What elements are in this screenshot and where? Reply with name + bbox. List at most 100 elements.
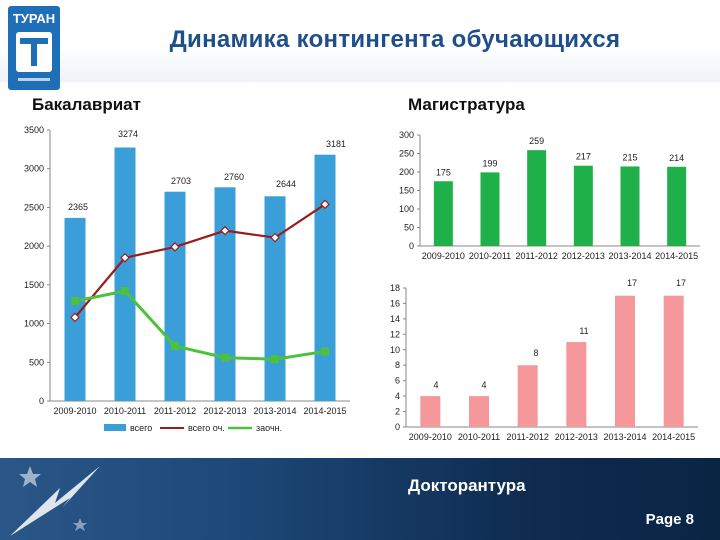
x-tick-label: 2012-2013 (555, 432, 598, 442)
bar (469, 396, 489, 427)
bar (667, 166, 687, 246)
bar (480, 172, 500, 246)
y-tick-label: 500 (29, 357, 44, 367)
y-tick-label: 16 (390, 298, 400, 308)
x-tick-label: 2013-2014 (608, 251, 651, 261)
y-tick-label: 0 (395, 422, 400, 432)
bar-data-label: 2760 (224, 172, 244, 182)
turan-logo: ТУРАН (8, 6, 60, 90)
bar-data-label: 259 (529, 136, 544, 146)
y-tick-label: 250 (399, 149, 414, 159)
x-tick-label: 2014-2015 (652, 432, 695, 442)
footer-bar: Докторантура Page 8 (0, 458, 720, 540)
bar (314, 154, 336, 401)
y-tick-label: 2000 (24, 241, 44, 251)
y-tick-label: 200 (399, 167, 414, 177)
x-tick-label: 2013-2014 (603, 432, 646, 442)
line-point (171, 342, 179, 351)
line-point (70, 312, 80, 323)
x-tick-label: 2010-2011 (104, 406, 146, 416)
legend-swatch-bar (104, 424, 126, 431)
x-tick-label: 2010-2011 (458, 432, 500, 442)
y-tick-label: 1500 (24, 280, 44, 290)
line-point (121, 287, 129, 296)
y-tick-label: 0 (39, 396, 44, 406)
bar (64, 217, 86, 401)
bar-data-label: 215 (622, 152, 637, 162)
master-chart: 0 50 100 150 200 250 300 2009-2010 2010-2011 2011… (399, 130, 700, 261)
bar-data-label: 8 (533, 348, 538, 358)
bar-data-label: 199 (482, 158, 497, 168)
x-tick-label: 2013-2014 (253, 406, 296, 416)
bar-data-label: 2703 (171, 176, 191, 186)
y-tick-label: 14 (390, 314, 400, 324)
legend-label: заочн. (256, 423, 282, 433)
y-tick-label: 12 (390, 329, 400, 339)
y-tick-label: 2 (395, 407, 400, 417)
line-point (120, 252, 130, 263)
bar-data-label: 2644 (276, 179, 296, 189)
line-point (71, 297, 79, 306)
bar (517, 365, 538, 427)
bar-data-label: 3274 (118, 129, 138, 139)
y-tick-label: 18 (390, 283, 400, 293)
bar-data-label: 17 (676, 278, 686, 288)
y-tick-label: 10 (390, 345, 400, 355)
x-tick-label: 2010-2011 (469, 251, 511, 261)
bar-data-label: 4 (433, 380, 438, 390)
doctor-chart: 0 2 4 6 8 10 12 14 16 18 2009-2010 2010-2011 2011-20… (390, 278, 698, 442)
bachelor-chart: 0 500 1000 1500 2000 2500 3000 3500 2009-2010 201… (24, 125, 350, 433)
y-tick-label: 8 (395, 360, 400, 370)
y-tick-label: 300 (399, 130, 414, 140)
y-tick-label: 150 (399, 186, 414, 196)
page-number: Page 8 (645, 511, 694, 528)
x-tick-label: 2014-2015 (655, 251, 698, 261)
bar (573, 165, 593, 246)
bar (620, 166, 640, 246)
bar (164, 191, 186, 401)
x-tick-label: 2009-2010 (422, 251, 465, 261)
y-tick-label: 6 (395, 376, 400, 386)
y-tick-label: 3000 (24, 164, 44, 174)
line-point (220, 225, 230, 236)
bar-data-label: 17 (627, 278, 637, 288)
header-bar (0, 0, 720, 82)
bar (114, 147, 136, 401)
line-point (271, 355, 279, 364)
x-tick-label: 2011-2012 (154, 406, 196, 416)
bar (420, 396, 441, 427)
bar-data-label: 175 (436, 167, 451, 177)
bar (566, 342, 587, 427)
x-tick-label: 2009-2010 (409, 432, 452, 442)
y-tick-label: 1000 (24, 319, 44, 329)
y-tick-label: 4 (395, 391, 400, 401)
bar (264, 196, 286, 401)
y-tick-label: 50 (404, 223, 414, 233)
line-point (170, 242, 180, 252)
x-tick-label: 2011-2012 (506, 432, 548, 442)
y-tick-label: 2500 (24, 202, 44, 212)
line-point (221, 353, 229, 362)
bar-data-label: 214 (669, 153, 684, 163)
x-tick-label: 2014-2015 (303, 406, 346, 416)
legend-label: всего оч. (188, 423, 225, 433)
bar-data-label: 11 (579, 326, 588, 336)
master-title: Магистратура (408, 95, 525, 114)
bar-data-label: 4 (481, 380, 486, 390)
line-point (270, 232, 280, 243)
bar (433, 181, 453, 246)
line-point (321, 347, 329, 356)
series-line (74, 203, 326, 319)
bar-data-label: 217 (576, 152, 591, 162)
x-tick-label: 2011-2012 (515, 251, 557, 261)
slide-title: Динамика контингента обучающихся (169, 26, 621, 53)
line-point (320, 199, 330, 210)
x-tick-label: 2012-2013 (203, 406, 246, 416)
x-tick-label: 2012-2013 (562, 251, 605, 261)
bar (663, 295, 684, 427)
doctor-title: Докторантура (408, 476, 526, 495)
star-arrow-graphic (10, 466, 100, 536)
bar (527, 150, 547, 246)
y-tick-label: 0 (409, 241, 414, 251)
legend-label: всего (130, 423, 152, 433)
